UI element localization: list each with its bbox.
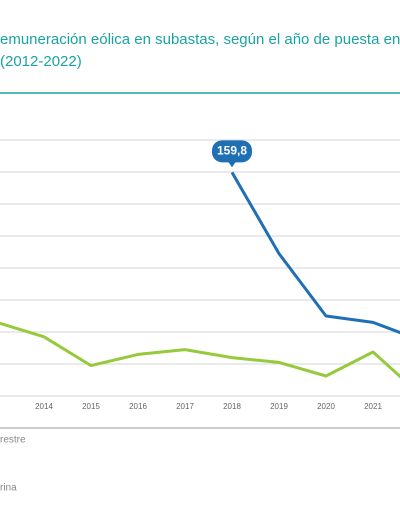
legend-label: rina (0, 483, 17, 494)
x-tick-label: 2019 (270, 402, 288, 411)
overlay: 320142015201620172018201920202021restre1… (0, 140, 382, 494)
legend-label: restre (0, 435, 26, 446)
x-tick-label: 2014 (35, 402, 53, 411)
x-tick-label: 2015 (82, 402, 100, 411)
x-tick-label: 2021 (364, 402, 382, 411)
x-tick-label: 2018 (223, 402, 241, 411)
x-tick-label: 2016 (129, 402, 147, 411)
series-line (230, 171, 400, 335)
plot-area (0, 171, 400, 379)
series-line (0, 321, 400, 379)
data-label-pointer (228, 161, 236, 168)
data-label: 159,8 (217, 143, 247, 157)
x-tick-label: 2017 (176, 402, 194, 411)
grid (0, 139, 400, 429)
chart-title: emuneración eólica en subastas, según el… (0, 31, 400, 48)
data-label-box (212, 140, 252, 163)
x-tick-label: 2020 (317, 402, 335, 411)
chart-subtitle: (2012-2022) (0, 53, 82, 70)
